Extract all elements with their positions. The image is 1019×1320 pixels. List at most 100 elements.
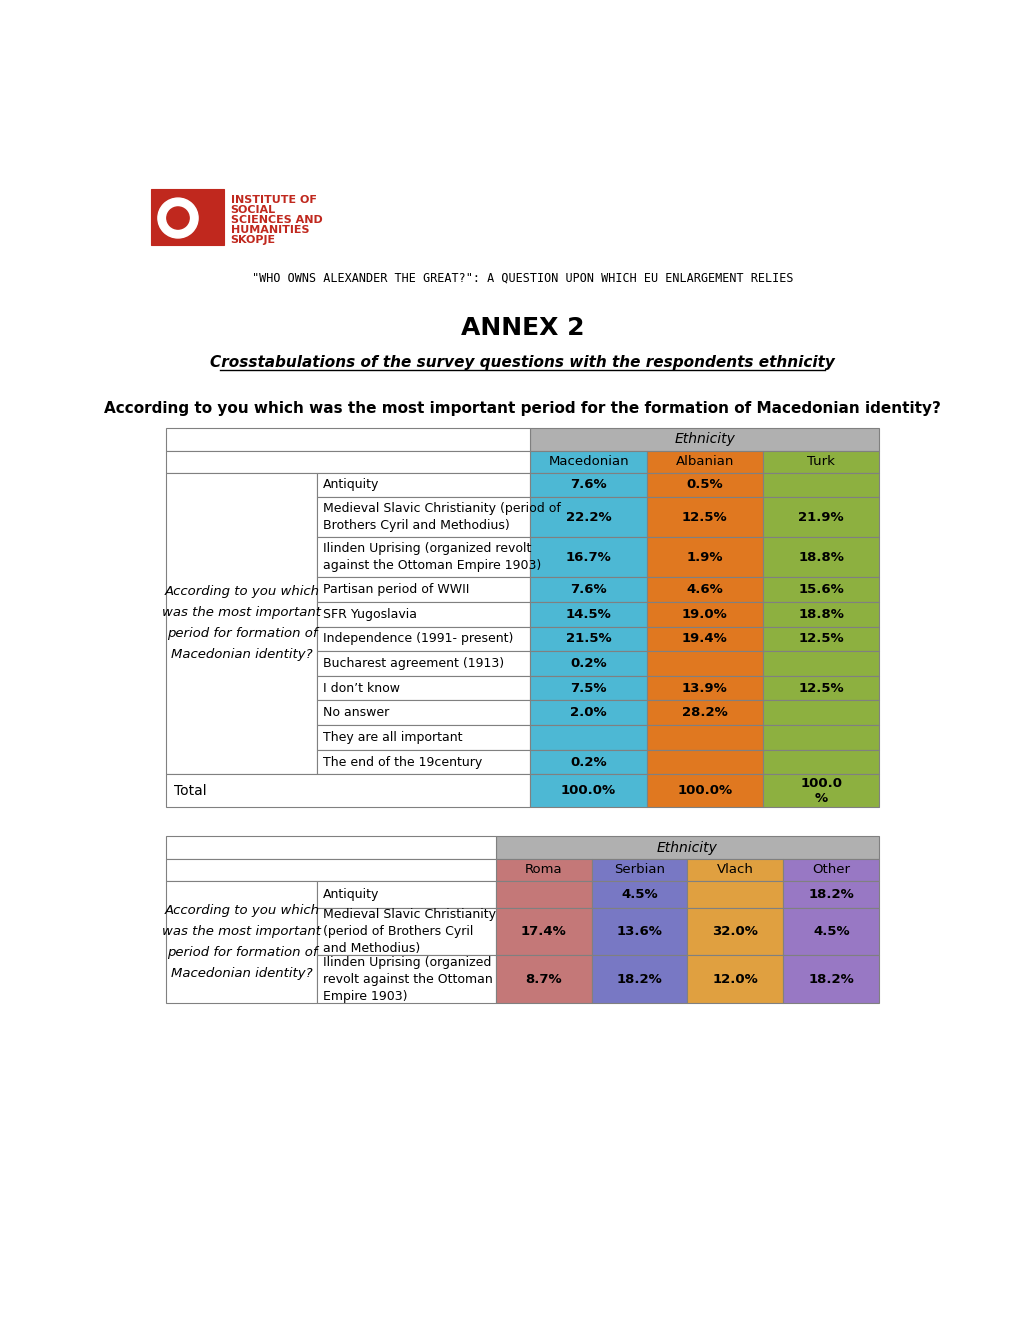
Bar (646, 676, 762, 701)
Text: 22.2%: 22.2% (566, 511, 610, 524)
Text: 100.0%: 100.0% (560, 784, 615, 797)
Text: Antiquity: Antiquity (322, 887, 379, 900)
Bar (317, 602, 530, 627)
Bar (646, 627, 762, 651)
Text: 13.9%: 13.9% (682, 681, 727, 694)
Bar (762, 627, 878, 651)
Text: Medieval Slavic Christianity (period of
Brothers Cyril and Methodius): Medieval Slavic Christianity (period of … (322, 502, 560, 532)
Bar (762, 750, 878, 775)
Bar (530, 725, 646, 750)
Text: Antiquity: Antiquity (322, 478, 379, 491)
Text: "WHO OWNS ALEXANDER THE GREAT?": A QUESTION UPON WHICH EU ENLARGEMENT RELIES: "WHO OWNS ALEXANDER THE GREAT?": A QUEST… (252, 271, 793, 284)
Bar (317, 473, 530, 498)
Text: 18.8%: 18.8% (798, 550, 844, 564)
Bar (646, 577, 762, 602)
Text: 21.9%: 21.9% (798, 511, 843, 524)
Bar (762, 577, 878, 602)
Bar (166, 428, 530, 451)
Text: Macedonian: Macedonian (548, 455, 629, 469)
Text: Ilinden Uprising (organized revolt
against the Ottoman Empire 1903): Ilinden Uprising (organized revolt again… (322, 543, 540, 573)
Bar (591, 908, 687, 956)
Text: 0.5%: 0.5% (686, 478, 722, 491)
Text: Vlach: Vlach (716, 863, 753, 876)
Bar (783, 956, 878, 1003)
Text: 18.2%: 18.2% (808, 887, 853, 900)
Bar (687, 908, 783, 956)
Bar (530, 602, 646, 627)
Bar (762, 602, 878, 627)
Text: 0.2%: 0.2% (570, 657, 606, 671)
Bar (646, 651, 762, 676)
Text: 17.4%: 17.4% (520, 925, 566, 939)
Bar (166, 775, 530, 807)
Text: 14.5%: 14.5% (566, 607, 611, 620)
Bar (317, 956, 495, 1003)
Text: Ethnicity: Ethnicity (674, 433, 735, 446)
Text: 7.6%: 7.6% (570, 583, 606, 597)
Bar (317, 725, 530, 750)
Bar (317, 676, 530, 701)
Text: 21.5%: 21.5% (566, 632, 610, 645)
Bar (687, 880, 783, 908)
Text: SCIENCES AND: SCIENCES AND (230, 215, 322, 226)
Text: 12.5%: 12.5% (798, 681, 843, 694)
Bar (166, 473, 317, 775)
Bar (151, 189, 224, 244)
Bar (530, 750, 646, 775)
Text: 15.6%: 15.6% (798, 583, 843, 597)
Text: Roma: Roma (524, 863, 561, 876)
Text: 7.5%: 7.5% (570, 681, 606, 694)
Bar (317, 537, 530, 577)
Bar (762, 537, 878, 577)
Bar (166, 859, 495, 880)
Bar (495, 880, 591, 908)
Bar (591, 880, 687, 908)
Text: No answer: No answer (322, 706, 388, 719)
Text: According to you which
was the most important
period for formation of
Macedonian: According to you which was the most impo… (162, 586, 321, 661)
Bar (646, 701, 762, 725)
Bar (591, 859, 687, 880)
Text: Ilinden Uprising (organized
revolt against the Ottoman
Empire 1903): Ilinden Uprising (organized revolt again… (322, 956, 492, 1003)
Text: They are all important: They are all important (322, 731, 462, 744)
Bar (762, 498, 878, 537)
Bar (591, 956, 687, 1003)
Bar (530, 451, 646, 473)
Bar (495, 836, 878, 859)
Text: 7.6%: 7.6% (570, 478, 606, 491)
Text: 4.6%: 4.6% (686, 583, 722, 597)
Bar (762, 651, 878, 676)
Text: 4.5%: 4.5% (621, 887, 657, 900)
Bar (317, 651, 530, 676)
Bar (317, 908, 495, 956)
Bar (530, 651, 646, 676)
Bar (762, 676, 878, 701)
Text: SFR Yugoslavia: SFR Yugoslavia (322, 607, 417, 620)
Bar (762, 775, 878, 807)
Bar (530, 428, 878, 451)
Bar (166, 836, 495, 859)
Text: I don’t know: I don’t know (322, 681, 399, 694)
Bar (646, 775, 762, 807)
Text: 4.5%: 4.5% (812, 925, 849, 939)
Bar (317, 627, 530, 651)
Text: 28.2%: 28.2% (682, 706, 727, 719)
Text: Bucharest agreement (1913): Bucharest agreement (1913) (322, 657, 503, 671)
Text: 18.8%: 18.8% (798, 607, 844, 620)
Bar (317, 750, 530, 775)
Text: 19.0%: 19.0% (682, 607, 727, 620)
Bar (646, 473, 762, 498)
Bar (530, 473, 646, 498)
Bar (530, 537, 646, 577)
Bar (317, 498, 530, 537)
Bar (762, 473, 878, 498)
Text: Ethnicity: Ethnicity (656, 841, 717, 854)
Text: Serbian: Serbian (613, 863, 664, 876)
Bar (166, 880, 317, 1003)
Text: 32.0%: 32.0% (711, 925, 757, 939)
Text: HUMANITIES: HUMANITIES (230, 226, 309, 235)
Bar (530, 676, 646, 701)
Text: Medieval Slavic Christianity
(period of Brothers Cyril
and Methodius): Medieval Slavic Christianity (period of … (322, 908, 495, 954)
Text: ANNEX 2: ANNEX 2 (461, 315, 584, 339)
Text: 12.5%: 12.5% (798, 632, 843, 645)
Bar (166, 451, 530, 473)
